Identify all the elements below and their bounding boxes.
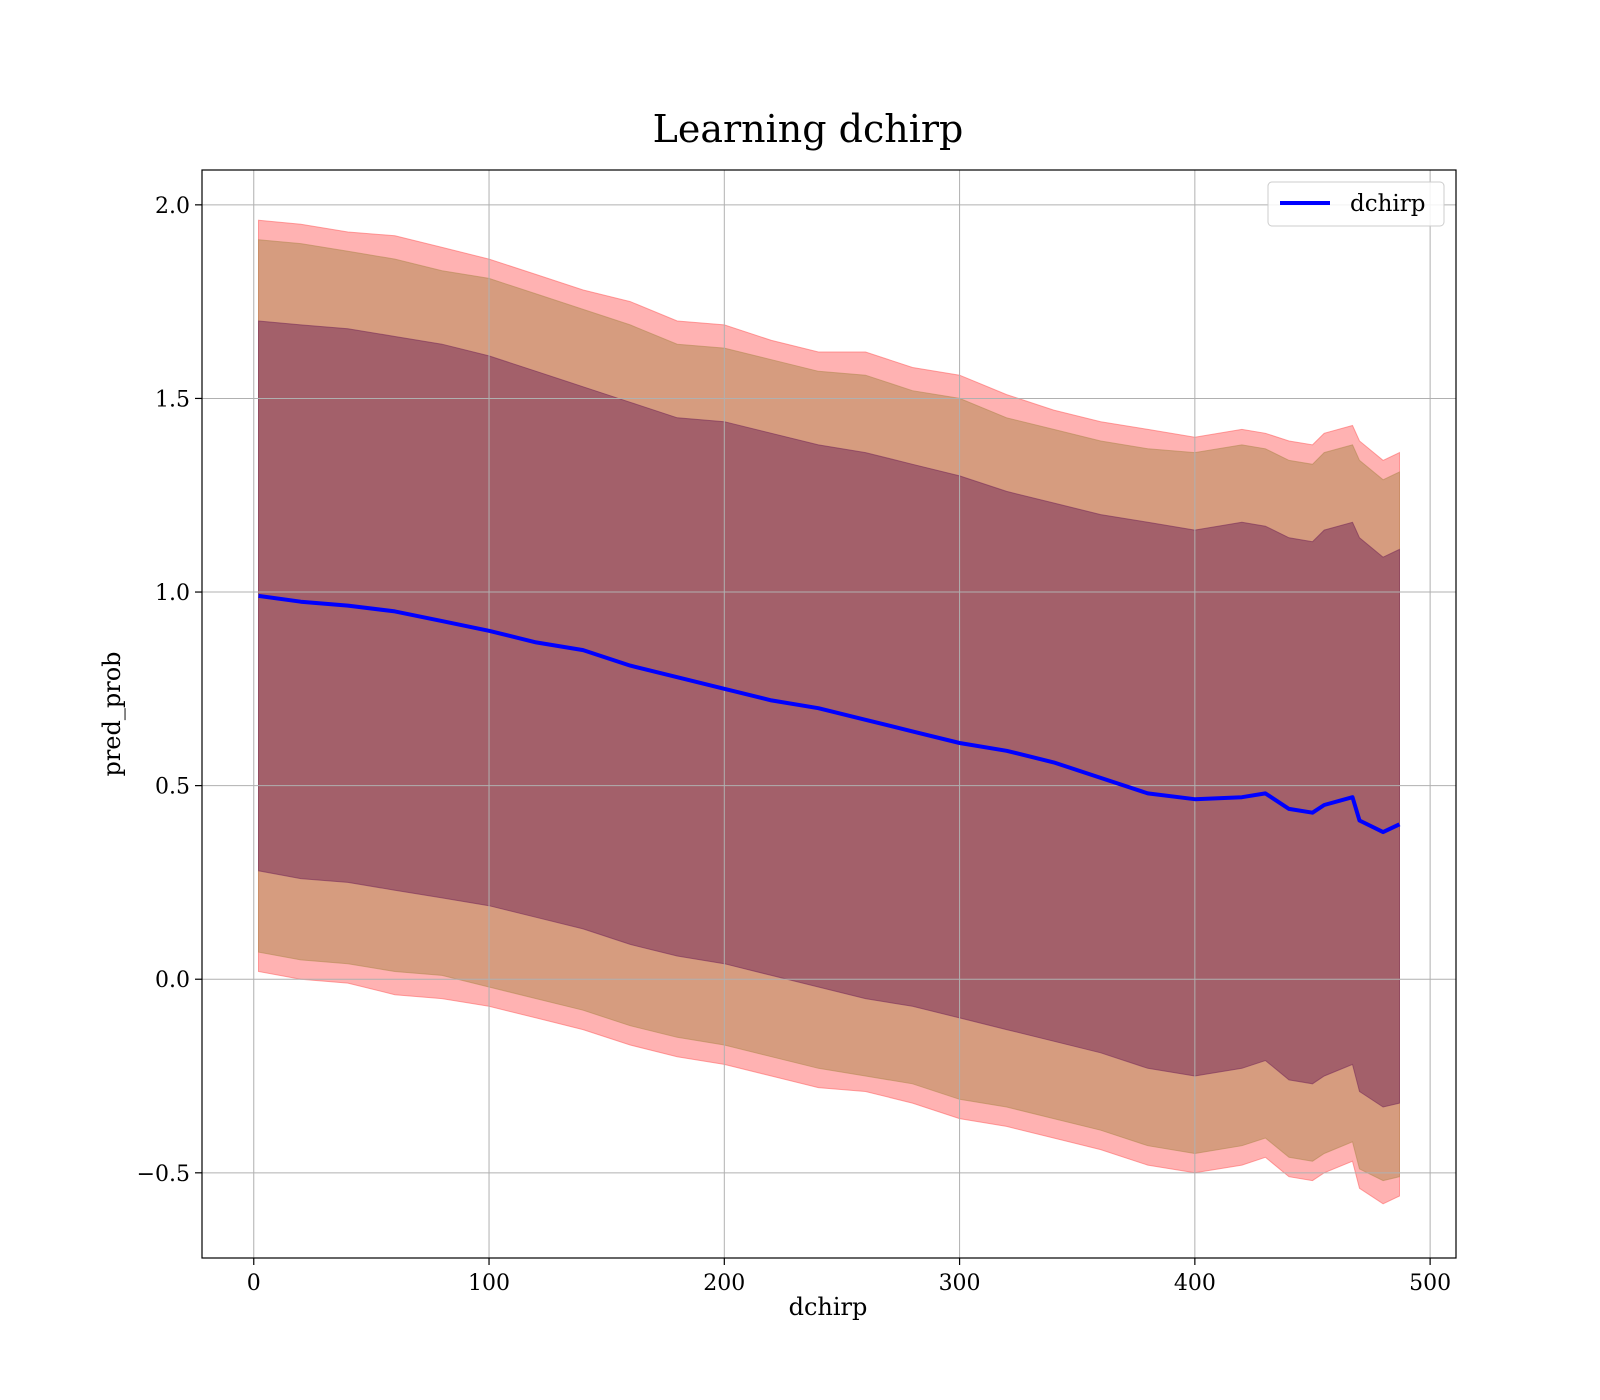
y-tick-label: −0.5 xyxy=(137,1162,190,1187)
x-ticks: 0 100 200 300 400 500 xyxy=(247,1258,1451,1296)
series-line-dchirp xyxy=(258,593,1401,835)
y-axis-label: pred_prob xyxy=(98,651,126,776)
chart-title: Learning dchirp xyxy=(653,107,964,151)
x-tick-label: 400 xyxy=(1174,1271,1216,1296)
legend-box xyxy=(1267,181,1445,227)
y-tick-label: 2.0 xyxy=(155,194,190,219)
grid-layer xyxy=(202,170,1456,1258)
x-axis-label: dchirp xyxy=(789,1293,868,1321)
y-tick-label: 1.0 xyxy=(155,581,190,606)
x-tick-label: 100 xyxy=(468,1271,510,1296)
legend-label-dchirp: dchirp xyxy=(1350,191,1426,217)
legend: dchirp xyxy=(1267,181,1445,227)
plot-frame xyxy=(201,169,1457,1259)
x-tick-label: 0 xyxy=(247,1271,261,1296)
series-layer xyxy=(258,593,1401,835)
y-tick-label: 0.0 xyxy=(155,968,190,993)
y-tick-label: 0.5 xyxy=(155,775,190,800)
y-ticks: −0.5 0.0 0.5 1.0 1.5 2.0 xyxy=(137,194,202,1187)
x-tick-label: 300 xyxy=(939,1271,981,1296)
x-tick-label: 500 xyxy=(1409,1271,1451,1296)
y-tick-label: 1.5 xyxy=(155,387,190,412)
x-tick-label: 200 xyxy=(703,1271,745,1296)
